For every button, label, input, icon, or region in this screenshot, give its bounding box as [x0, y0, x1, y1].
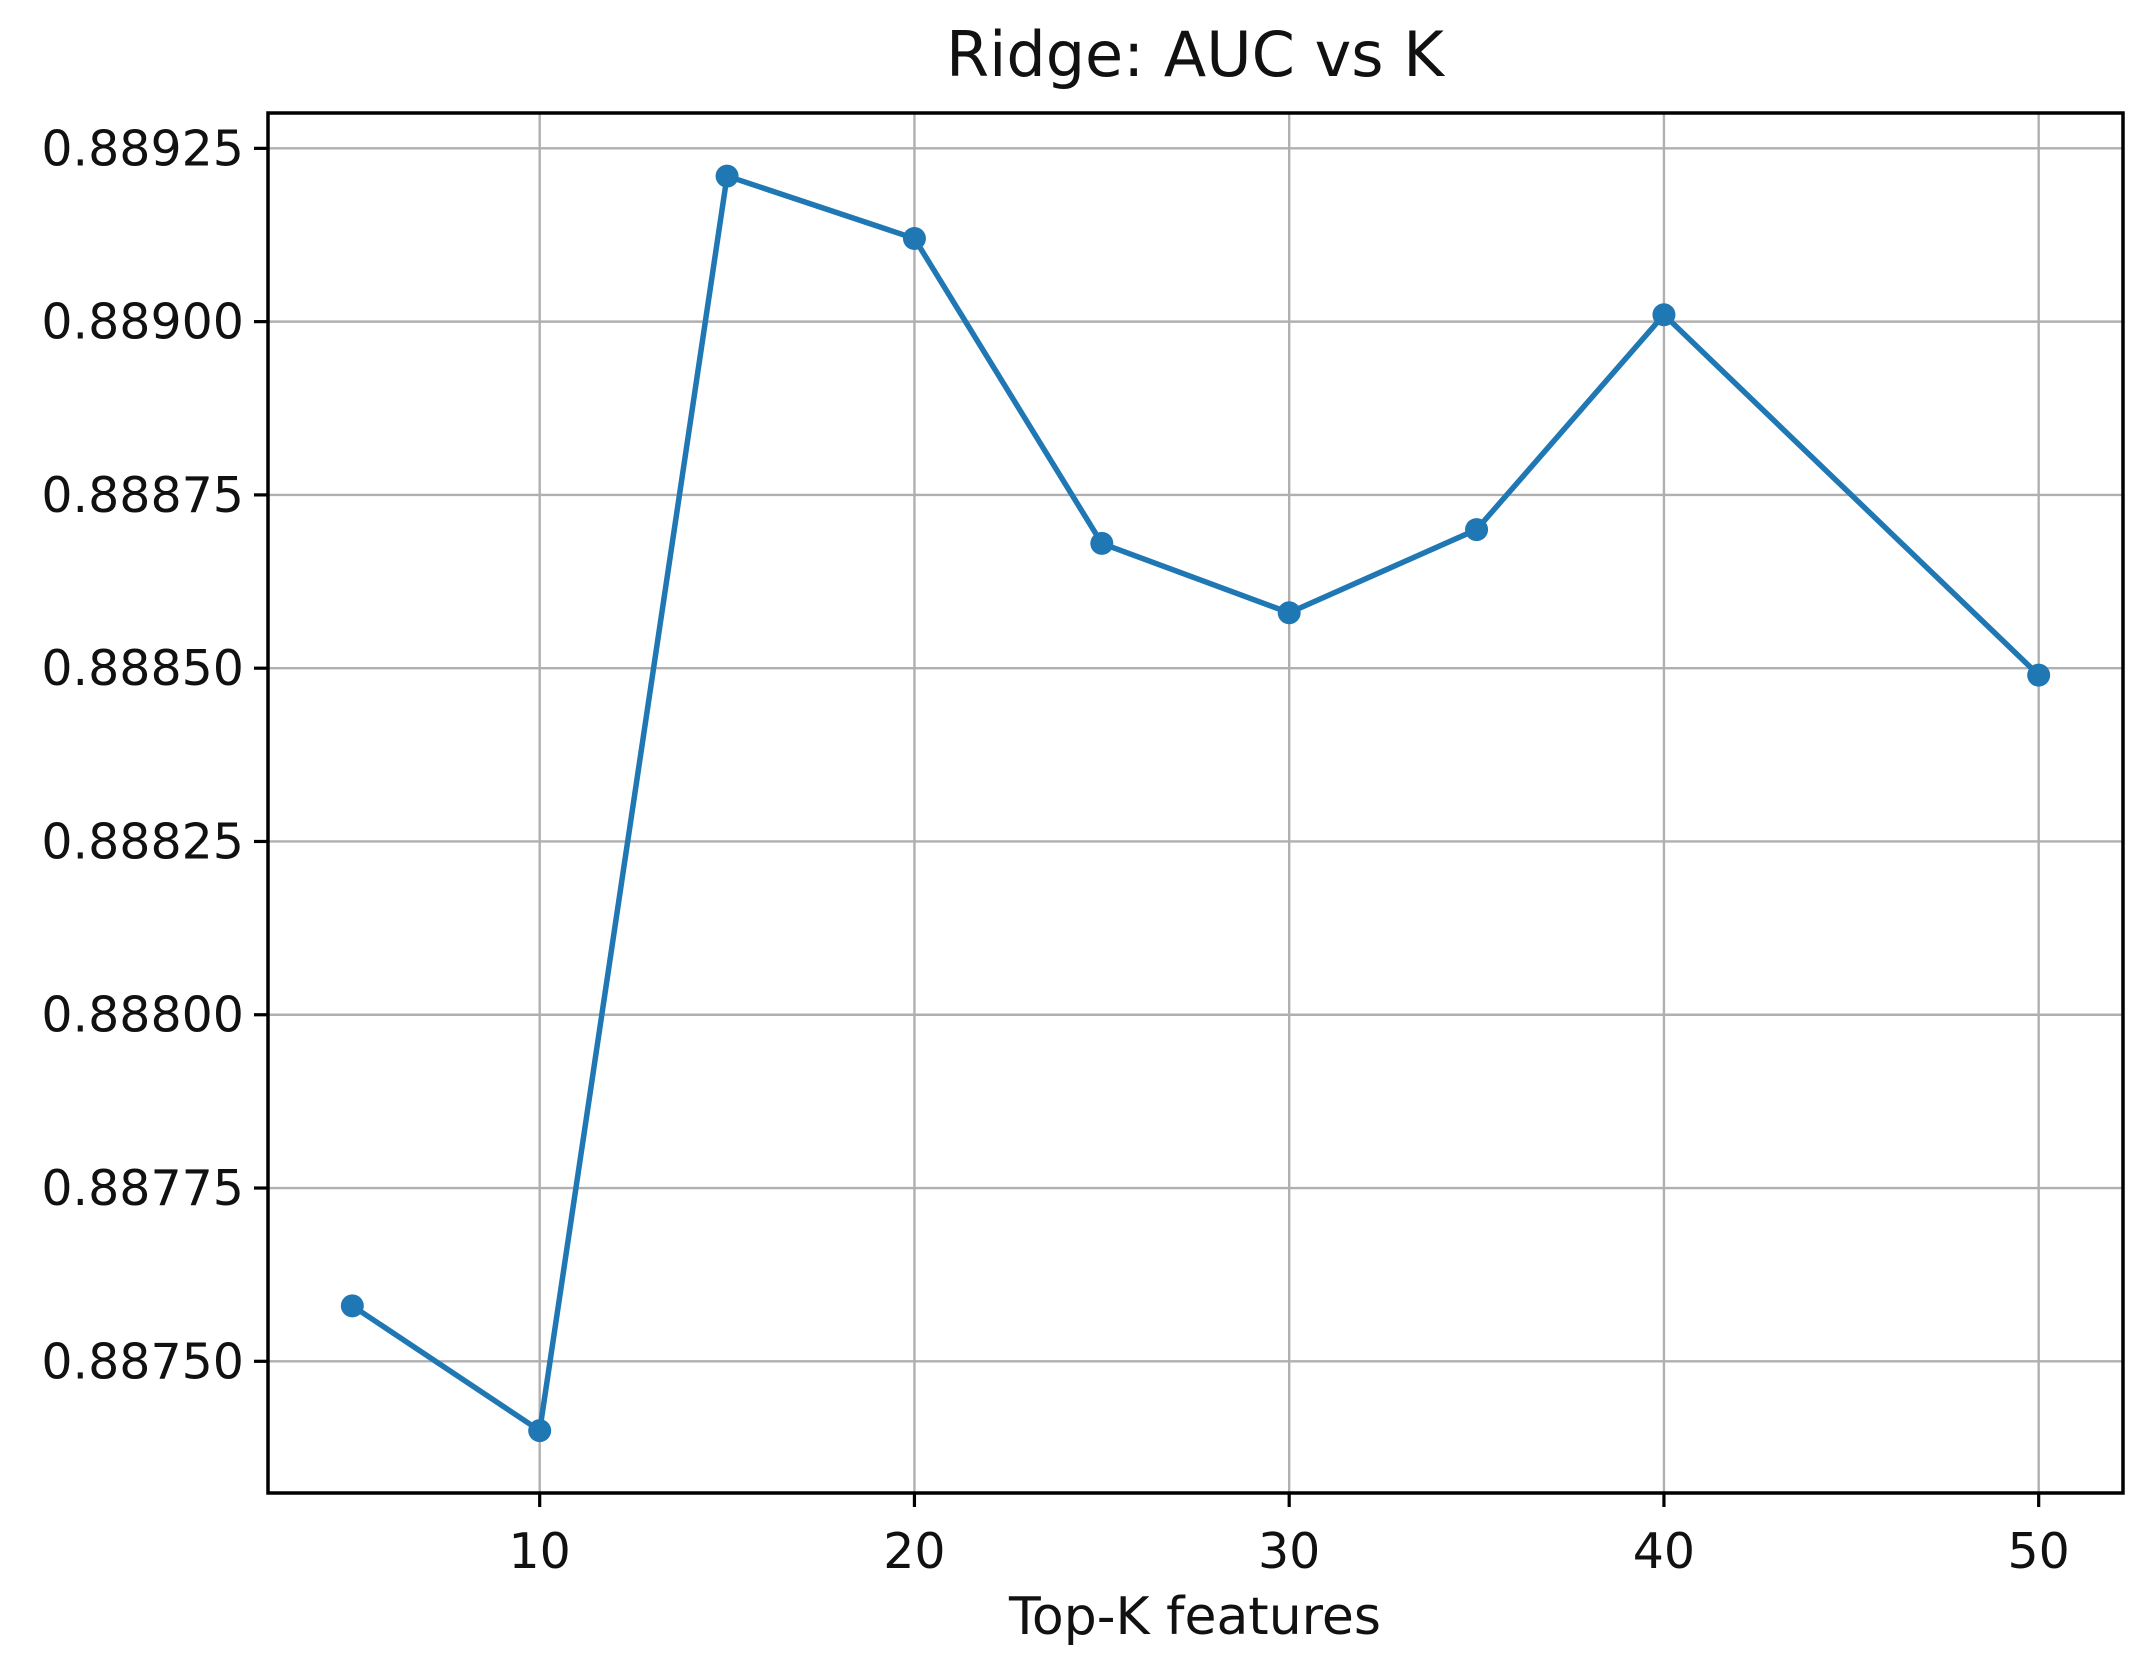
plot-border [266, 111, 2125, 1495]
data-point [1277, 601, 1301, 625]
x-tick-label: 50 [2008, 1523, 2070, 1580]
chart-title: Ridge: AUC vs K [946, 18, 1445, 91]
data-line [349, 173, 2042, 1434]
y-tick-label: 0.88900 [41, 294, 244, 351]
y-tick-label: 0.88825 [41, 813, 244, 870]
data-point [2027, 663, 2051, 687]
data-point [1652, 303, 1676, 327]
y-tick-label: 0.88750 [41, 1333, 244, 1390]
data-point [715, 164, 739, 188]
data-point [1090, 531, 1114, 555]
x-tick-label: 20 [883, 1523, 945, 1580]
x-axis-label: Top-K features [1008, 1587, 1381, 1647]
data-point [902, 226, 926, 250]
chart-layer: 10 20 30 40 50 0.88750 0.88775 0.88800 0.88825 0.… [41, 111, 2125, 1580]
data-point [528, 1419, 552, 1443]
data-point [340, 1294, 364, 1318]
y-tick-label: 0.88800 [41, 987, 244, 1044]
x-tick-label: 10 [509, 1523, 571, 1580]
data-point [1465, 518, 1489, 542]
y-tick-label: 0.88875 [41, 467, 244, 524]
x-tick-label: 40 [1633, 1523, 1695, 1580]
y-tick-label: 0.88925 [41, 120, 244, 177]
y-tick-label: 0.88775 [41, 1160, 244, 1217]
y-tick-label: 0.88850 [41, 640, 244, 697]
x-tick-label: 30 [1258, 1523, 1320, 1580]
